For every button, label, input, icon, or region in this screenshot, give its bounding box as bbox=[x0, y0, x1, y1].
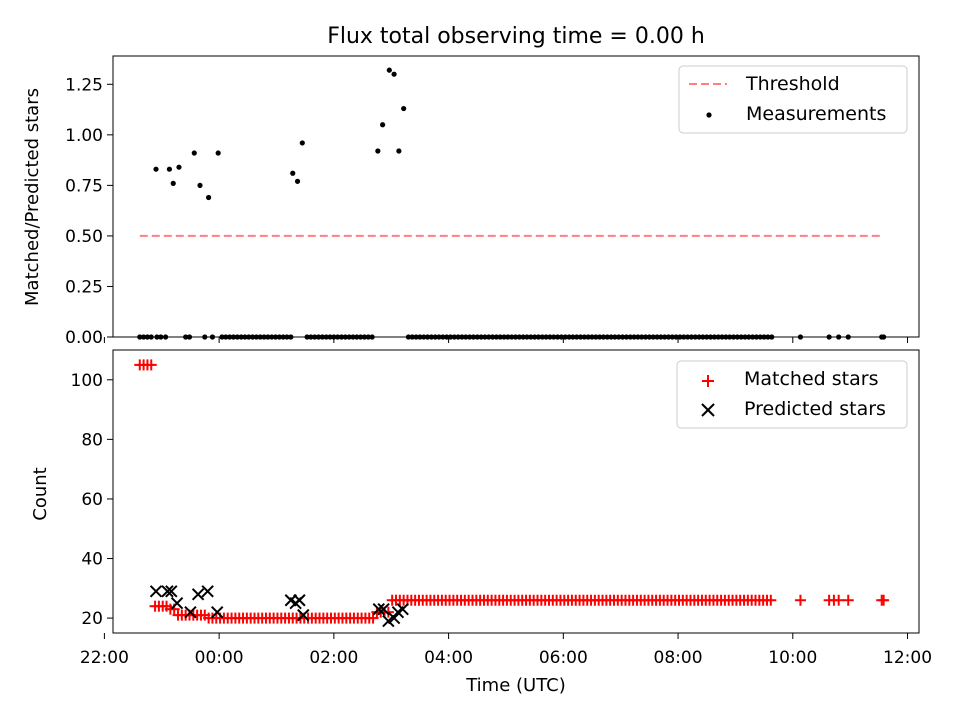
measurement-point bbox=[197, 182, 203, 188]
measurement-point bbox=[166, 166, 173, 172]
x-tick-label: 10:00 bbox=[768, 648, 817, 668]
predicted-star-marker-b bbox=[211, 605, 224, 619]
predicted-star-marker bbox=[372, 602, 386, 616]
measurements-legend-label: Measurements bbox=[746, 103, 886, 125]
x-axis-label: Time (UTC) bbox=[465, 675, 566, 696]
measurement-point bbox=[380, 122, 386, 128]
top-y-axis-label: Matched/Predicted stars bbox=[22, 88, 43, 306]
bottom-legend: Matched stars Predicted stars bbox=[676, 360, 908, 429]
matched-star-marker bbox=[842, 594, 854, 606]
measurement-point bbox=[294, 178, 301, 184]
top-y-tick-label: 0.25 bbox=[65, 277, 103, 297]
bottom-y-tick-label: 20 bbox=[81, 609, 103, 629]
bottom-y-ticks: 20 40 60 80 100 bbox=[71, 371, 113, 629]
predicted-star-marker bbox=[293, 594, 306, 607]
predicted-star-marker-b bbox=[165, 585, 178, 598]
bottom-panel: 20 40 60 80 100 22:00 00:00 02:00 04:00 06:00 08:… bbox=[30, 349, 932, 696]
measurement-point bbox=[401, 105, 407, 112]
x-tick-label: 06:00 bbox=[539, 648, 588, 668]
chart-title: Flux total observing time = 0.00 h bbox=[327, 24, 705, 49]
measurements-legend-swatch bbox=[706, 112, 712, 118]
top-legend: Threshold Measurements bbox=[678, 65, 908, 134]
matched-star-marker bbox=[145, 359, 157, 371]
matched-legend-swatch bbox=[702, 375, 714, 387]
predicted-star-marker-b bbox=[161, 585, 174, 598]
x-tick-label: 22:00 bbox=[80, 648, 129, 668]
matched-star-marker bbox=[382, 606, 394, 618]
measurement-point bbox=[215, 150, 221, 156]
predicted-star-marker-b bbox=[297, 608, 310, 622]
measurement-point bbox=[299, 140, 305, 146]
predicted-star-marker bbox=[377, 602, 390, 616]
predicted-star-marker bbox=[165, 585, 178, 598]
predicted-star-marker-b bbox=[377, 602, 390, 616]
predicted-stars-series bbox=[149, 585, 409, 628]
predicted-star-marker-b bbox=[396, 602, 409, 616]
bottom-y-axis-label: Count bbox=[30, 467, 51, 520]
matched-star-marker bbox=[367, 612, 379, 624]
predicted-star-marker bbox=[149, 585, 163, 598]
top-legend-box bbox=[678, 65, 908, 134]
measurement-point bbox=[206, 194, 212, 201]
predicted-star-marker bbox=[201, 585, 214, 598]
top-y-tick-label: 0.50 bbox=[65, 227, 103, 247]
top-y-tick-label: 1.25 bbox=[65, 75, 103, 95]
predicted-star-marker bbox=[297, 608, 310, 622]
top-panel: 0.00 0.25 0.50 0.75 1.00 1.25 Matched/Predict… bbox=[22, 55, 920, 348]
predicted-star-marker bbox=[396, 602, 409, 616]
matched-legend-label: Matched stars bbox=[744, 368, 878, 390]
matched-star-marker bbox=[794, 594, 806, 606]
bottom-legend-box bbox=[676, 360, 908, 429]
top-x-ticks bbox=[103, 337, 909, 343]
bottom-y-tick-label: 100 bbox=[71, 371, 103, 391]
x-tick-label: 04:00 bbox=[424, 648, 473, 668]
predicted-star-marker bbox=[211, 605, 224, 619]
measurement-point bbox=[191, 150, 197, 156]
matched-star-marker bbox=[765, 594, 777, 606]
predicted-star-marker bbox=[191, 588, 205, 601]
measurement-point bbox=[375, 148, 381, 154]
predicted-star-marker-b bbox=[170, 597, 184, 610]
x-tick-label: 08:00 bbox=[654, 648, 703, 668]
predicted-star-marker-b bbox=[191, 588, 205, 601]
predicted-star-marker-b bbox=[293, 594, 306, 607]
top-axes-frame bbox=[112, 55, 920, 338]
predicted-star-marker bbox=[170, 597, 184, 610]
bottom-axes-frame bbox=[112, 349, 920, 634]
predicted-legend-swatch bbox=[701, 403, 715, 417]
measurement-point bbox=[386, 67, 392, 73]
measurement-point bbox=[153, 166, 159, 172]
top-y-tick-label: 0.75 bbox=[65, 176, 103, 196]
predicted-star-marker-b bbox=[372, 602, 386, 616]
x-tick-label: 02:00 bbox=[309, 648, 358, 668]
bottom-y-tick-label: 60 bbox=[81, 490, 103, 510]
measurement-point bbox=[170, 180, 176, 186]
matched-star-marker bbox=[878, 594, 890, 606]
x-tick-label: 00:00 bbox=[195, 648, 244, 668]
bottom-y-tick-label: 80 bbox=[81, 430, 103, 450]
predicted-star-marker-b bbox=[201, 585, 214, 598]
x-tick-label: 12:00 bbox=[883, 648, 932, 668]
bottom-y-tick-label: 40 bbox=[81, 550, 103, 570]
bottom-x-ticks: 22:00 00:00 02:00 04:00 06:00 08:00 10:00 12:00 bbox=[80, 633, 932, 668]
predicted-legend-label: Predicted stars bbox=[744, 398, 886, 420]
measurement-point bbox=[396, 148, 402, 154]
top-y-ticks: 0.00 0.25 0.50 0.75 1.00 1.25 bbox=[65, 75, 113, 348]
top-y-tick-label: 0.00 bbox=[65, 328, 103, 348]
predicted-star-marker-b bbox=[149, 585, 163, 598]
threshold-legend-label: Threshold bbox=[745, 73, 840, 95]
top-y-tick-label: 1.00 bbox=[65, 126, 103, 146]
predicted-star-marker bbox=[161, 585, 174, 598]
measurement-point bbox=[176, 164, 182, 170]
measurement-point bbox=[391, 71, 397, 77]
measurement-point bbox=[290, 170, 296, 176]
predicted-star-marker bbox=[184, 605, 197, 619]
matched-star-marker bbox=[833, 594, 845, 606]
predicted-star-marker-b bbox=[184, 605, 197, 619]
